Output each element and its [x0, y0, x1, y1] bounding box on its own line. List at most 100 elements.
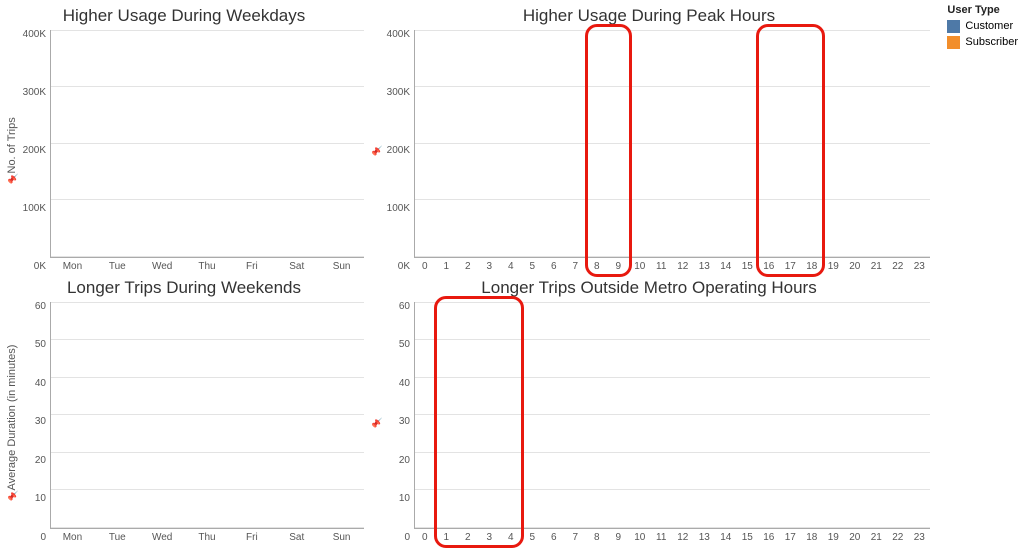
- x-tick-label: 16: [758, 261, 780, 272]
- x-tick-label: 1: [436, 532, 458, 543]
- y-tick-label: 0: [404, 533, 410, 543]
- legend-item: Customer: [947, 18, 1018, 34]
- legend-swatch: [947, 20, 960, 33]
- bar-column: [97, 302, 141, 529]
- x-tick-label: 18: [801, 532, 823, 543]
- y-ticks: 400K300K200K100K0K: [384, 30, 414, 272]
- y-tick-label: 30: [399, 417, 410, 427]
- x-tick-label: Tue: [95, 532, 140, 543]
- x-tick-label: 7: [565, 532, 587, 543]
- bar-column: [843, 30, 864, 257]
- x-tick-label: 22: [887, 261, 909, 272]
- y-tick-label: 0K: [398, 262, 410, 272]
- y-tick-label: 20: [35, 456, 46, 466]
- x-tick-label: 12: [672, 261, 694, 272]
- x-tick-label: 11: [651, 261, 673, 272]
- y-axis-label: 📌: [368, 302, 384, 544]
- legend-items: CustomerSubscriber: [947, 18, 1018, 50]
- y-tick-label: 10: [35, 494, 46, 504]
- y-ticks: 6050403020100: [384, 302, 414, 544]
- y-tick-label: 300K: [23, 88, 46, 98]
- x-ticks: 01234567891011121314151617181920212223: [414, 258, 930, 272]
- chart-title: Longer Trips Outside Metro Operating Hou…: [368, 276, 930, 302]
- plot-area: [414, 302, 930, 530]
- x-tick-label: 18: [801, 261, 823, 272]
- bar-column: [673, 302, 694, 529]
- x-tick-label: 10: [629, 532, 651, 543]
- x-tick-label: 19: [823, 532, 845, 543]
- plot-area: [50, 30, 364, 258]
- x-tick-label: 15: [737, 532, 759, 543]
- bar-column: [438, 30, 459, 257]
- x-tick-label: 9: [608, 532, 630, 543]
- bar-column: [758, 302, 779, 529]
- bar-column: [779, 30, 800, 257]
- bar-column: [587, 302, 608, 529]
- x-tick-label: 22: [887, 532, 909, 543]
- bar-column: [822, 30, 843, 257]
- x-tick-label: 8: [586, 532, 608, 543]
- bar-column: [460, 30, 481, 257]
- dashboard-grid: Higher Usage During Weekdays 📌No. of Tri…: [0, 0, 930, 551]
- bar-column: [864, 30, 885, 257]
- x-tick-label: Thu: [185, 261, 230, 272]
- bar-column: [274, 302, 318, 529]
- bar-column: [502, 30, 523, 257]
- x-tick-label: 21: [866, 261, 888, 272]
- bar-column: [523, 30, 544, 257]
- bar-column: [566, 302, 587, 529]
- y-tick-label: 400K: [387, 30, 410, 40]
- bar-column: [141, 302, 185, 529]
- bar-column: [736, 30, 757, 257]
- bar-column: [907, 302, 928, 529]
- bar-column: [141, 30, 185, 257]
- y-tick-label: 60: [399, 302, 410, 312]
- bar-column: [907, 30, 928, 257]
- x-tick-label: 17: [780, 261, 802, 272]
- x-tick-label: 0: [414, 261, 436, 272]
- bar-column: [438, 302, 459, 529]
- bar-column: [630, 302, 651, 529]
- x-tick-label: 2: [457, 532, 479, 543]
- x-tick-label: 20: [844, 532, 866, 543]
- y-axis-label: 📌Average Duration (in minutes): [4, 302, 20, 544]
- x-tick-label: 11: [651, 532, 673, 543]
- x-tick-label: Mon: [50, 532, 95, 543]
- y-tick-label: 50: [399, 340, 410, 350]
- y-tick-label: 200K: [23, 146, 46, 156]
- bar-column: [185, 30, 229, 257]
- panel-weekday-duration: Longer Trips During Weekends 📌Average Du…: [4, 276, 364, 544]
- chart-title: Longer Trips During Weekends: [4, 276, 364, 302]
- bar-column: [673, 30, 694, 257]
- panel-hourly-duration: Longer Trips Outside Metro Operating Hou…: [368, 276, 930, 544]
- x-tick-label: Wed: [140, 261, 185, 272]
- x-tick-label: 12: [672, 532, 694, 543]
- x-tick-label: 16: [758, 532, 780, 543]
- bar-column: [630, 30, 651, 257]
- x-tick-label: Sat: [274, 532, 319, 543]
- y-tick-label: 100K: [387, 204, 410, 214]
- bar-column: [230, 302, 274, 529]
- bar-column: [97, 30, 141, 257]
- x-ticks: 01234567891011121314151617181920212223: [414, 529, 930, 543]
- bar-column: [523, 302, 544, 529]
- bar-column: [843, 302, 864, 529]
- y-ticks: 400K300K200K100K0K: [20, 30, 50, 272]
- y-tick-label: 200K: [387, 146, 410, 156]
- bar-column: [715, 302, 736, 529]
- x-tick-label: Tue: [95, 261, 140, 272]
- y-ticks: 6050403020100: [20, 302, 50, 544]
- bar-column: [587, 30, 608, 257]
- bar-column: [609, 30, 630, 257]
- bar-column: [566, 30, 587, 257]
- y-axis-label: 📌No. of Trips: [4, 30, 20, 272]
- y-tick-label: 60: [35, 302, 46, 312]
- bar-column: [460, 302, 481, 529]
- panel-hourly-trips: Higher Usage During Peak Hours 📌 400K300…: [368, 4, 930, 272]
- bar-column: [53, 302, 97, 529]
- legend-label: Subscriber: [965, 34, 1018, 50]
- chart-title: Higher Usage During Peak Hours: [368, 4, 930, 30]
- x-tick-label: 3: [479, 261, 501, 272]
- bar-column: [715, 30, 736, 257]
- y-tick-label: 100K: [23, 204, 46, 214]
